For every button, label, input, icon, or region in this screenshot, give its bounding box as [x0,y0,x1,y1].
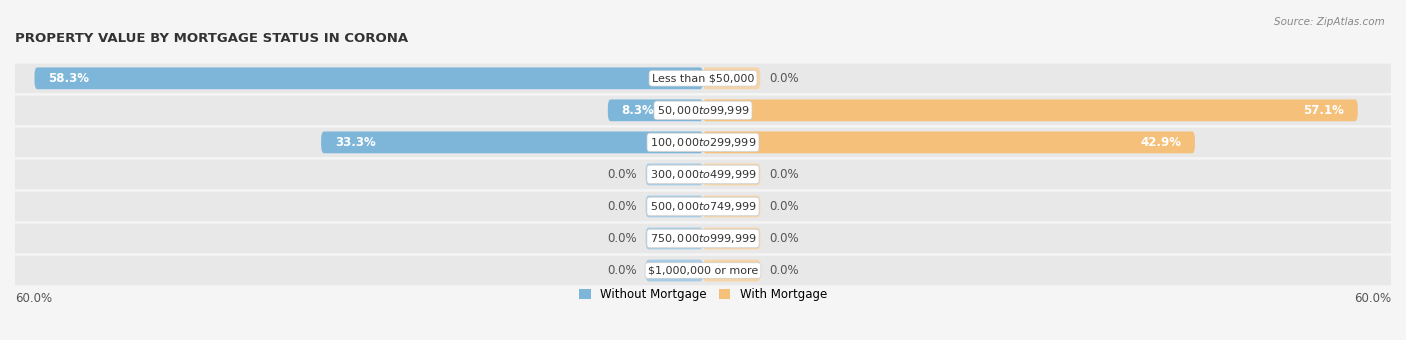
FancyBboxPatch shape [10,64,1396,93]
FancyBboxPatch shape [703,260,761,282]
FancyBboxPatch shape [607,100,703,121]
FancyBboxPatch shape [703,132,1195,153]
FancyBboxPatch shape [645,227,703,249]
FancyBboxPatch shape [10,192,1396,221]
Text: $50,000 to $99,999: $50,000 to $99,999 [657,104,749,117]
FancyBboxPatch shape [703,67,761,89]
Text: 0.0%: 0.0% [769,200,799,213]
FancyBboxPatch shape [703,100,1358,121]
Text: $500,000 to $749,999: $500,000 to $749,999 [650,200,756,213]
Text: 0.0%: 0.0% [769,168,799,181]
Text: Less than $50,000: Less than $50,000 [652,73,754,83]
Text: 42.9%: 42.9% [1140,136,1181,149]
Text: $750,000 to $999,999: $750,000 to $999,999 [650,232,756,245]
FancyBboxPatch shape [10,256,1396,285]
FancyBboxPatch shape [703,195,761,217]
FancyBboxPatch shape [10,160,1396,189]
Text: 0.0%: 0.0% [769,264,799,277]
FancyBboxPatch shape [645,260,703,282]
Text: Source: ZipAtlas.com: Source: ZipAtlas.com [1274,17,1385,27]
Text: 60.0%: 60.0% [15,292,52,305]
FancyBboxPatch shape [10,96,1396,125]
Text: $100,000 to $299,999: $100,000 to $299,999 [650,136,756,149]
FancyBboxPatch shape [645,195,703,217]
FancyBboxPatch shape [10,128,1396,157]
Text: $1,000,000 or more: $1,000,000 or more [648,266,758,275]
Text: 8.3%: 8.3% [621,104,654,117]
Text: 0.0%: 0.0% [607,232,637,245]
Text: 0.0%: 0.0% [607,264,637,277]
Text: 33.3%: 33.3% [335,136,375,149]
Text: PROPERTY VALUE BY MORTGAGE STATUS IN CORONA: PROPERTY VALUE BY MORTGAGE STATUS IN COR… [15,32,408,45]
Text: 0.0%: 0.0% [769,232,799,245]
FancyBboxPatch shape [10,224,1396,253]
Text: 0.0%: 0.0% [607,200,637,213]
Text: 60.0%: 60.0% [1354,292,1391,305]
Text: $300,000 to $499,999: $300,000 to $499,999 [650,168,756,181]
Text: 0.0%: 0.0% [607,168,637,181]
FancyBboxPatch shape [321,132,703,153]
Text: 58.3%: 58.3% [48,72,89,85]
FancyBboxPatch shape [703,164,761,185]
FancyBboxPatch shape [703,227,761,249]
Legend: Without Mortgage, With Mortgage: Without Mortgage, With Mortgage [574,284,832,306]
Text: 57.1%: 57.1% [1303,104,1344,117]
FancyBboxPatch shape [645,164,703,185]
FancyBboxPatch shape [35,67,703,89]
Text: 0.0%: 0.0% [769,72,799,85]
